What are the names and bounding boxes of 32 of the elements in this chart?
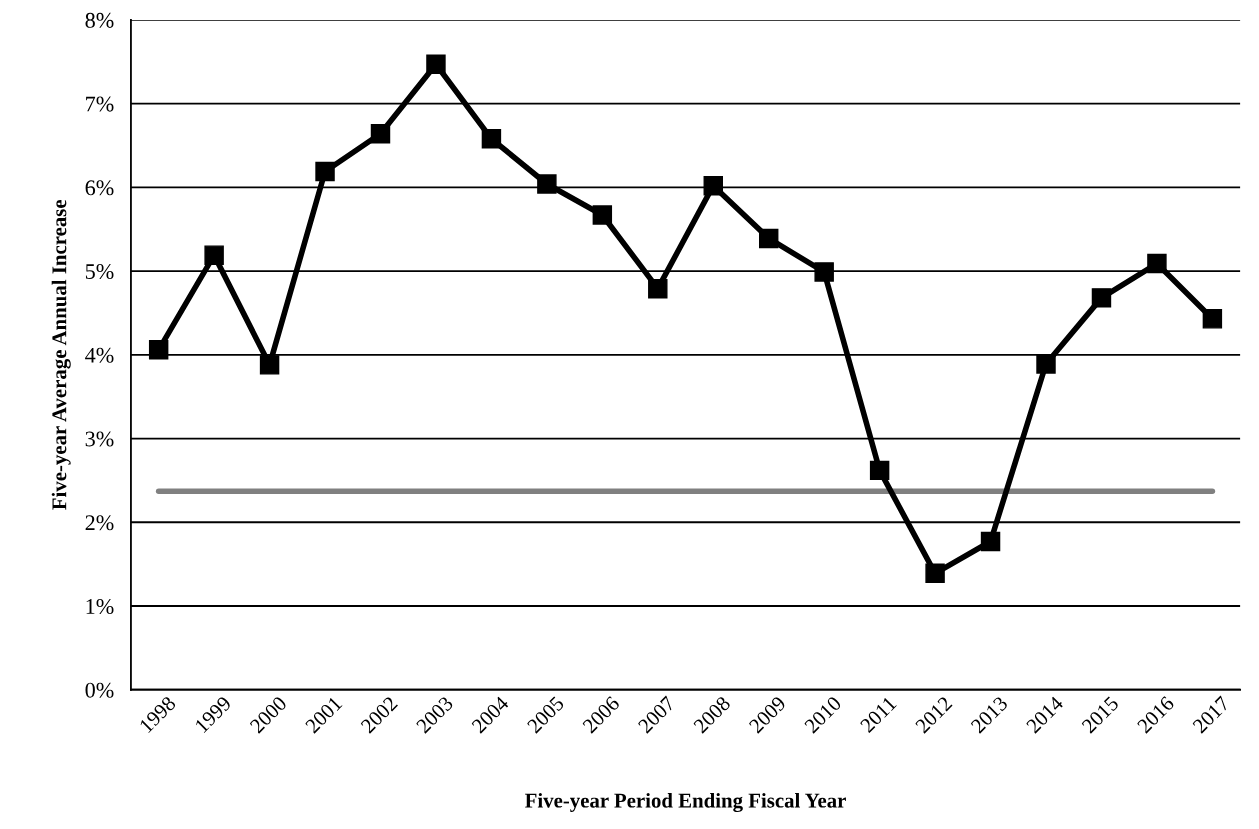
y-axis-title: Five-year Average Annual Increase xyxy=(51,199,71,510)
point xyxy=(259,355,280,375)
y-tick-label: 5% xyxy=(85,264,114,280)
point xyxy=(869,460,890,481)
y-tick-label: 8% xyxy=(85,12,114,28)
point xyxy=(980,531,1001,552)
point xyxy=(1036,354,1056,374)
point xyxy=(1091,288,1112,308)
point xyxy=(1147,253,1167,274)
y-tick-label: 2% xyxy=(85,515,114,531)
x-tick-label: 2011 xyxy=(859,695,897,734)
point xyxy=(925,563,945,584)
point xyxy=(648,278,668,299)
y-tick-label: 0% xyxy=(85,682,114,698)
y-tick-label: 7% xyxy=(86,96,114,112)
point xyxy=(370,124,391,144)
x-axis-title: Five-year Period Ending Fiscal Year xyxy=(525,792,846,813)
y-tick-label: 4% xyxy=(85,347,114,363)
point xyxy=(758,228,779,249)
point xyxy=(481,129,502,149)
y-tick-label: 6% xyxy=(85,180,114,196)
point xyxy=(592,205,613,225)
y-tick-label: 3% xyxy=(85,431,114,447)
point xyxy=(315,161,335,182)
point xyxy=(204,245,224,265)
y-tick-label: 1% xyxy=(86,598,114,614)
point xyxy=(426,54,446,74)
point xyxy=(1202,309,1223,329)
point xyxy=(537,174,557,194)
point xyxy=(703,175,723,196)
point xyxy=(148,340,169,360)
point xyxy=(814,262,834,282)
